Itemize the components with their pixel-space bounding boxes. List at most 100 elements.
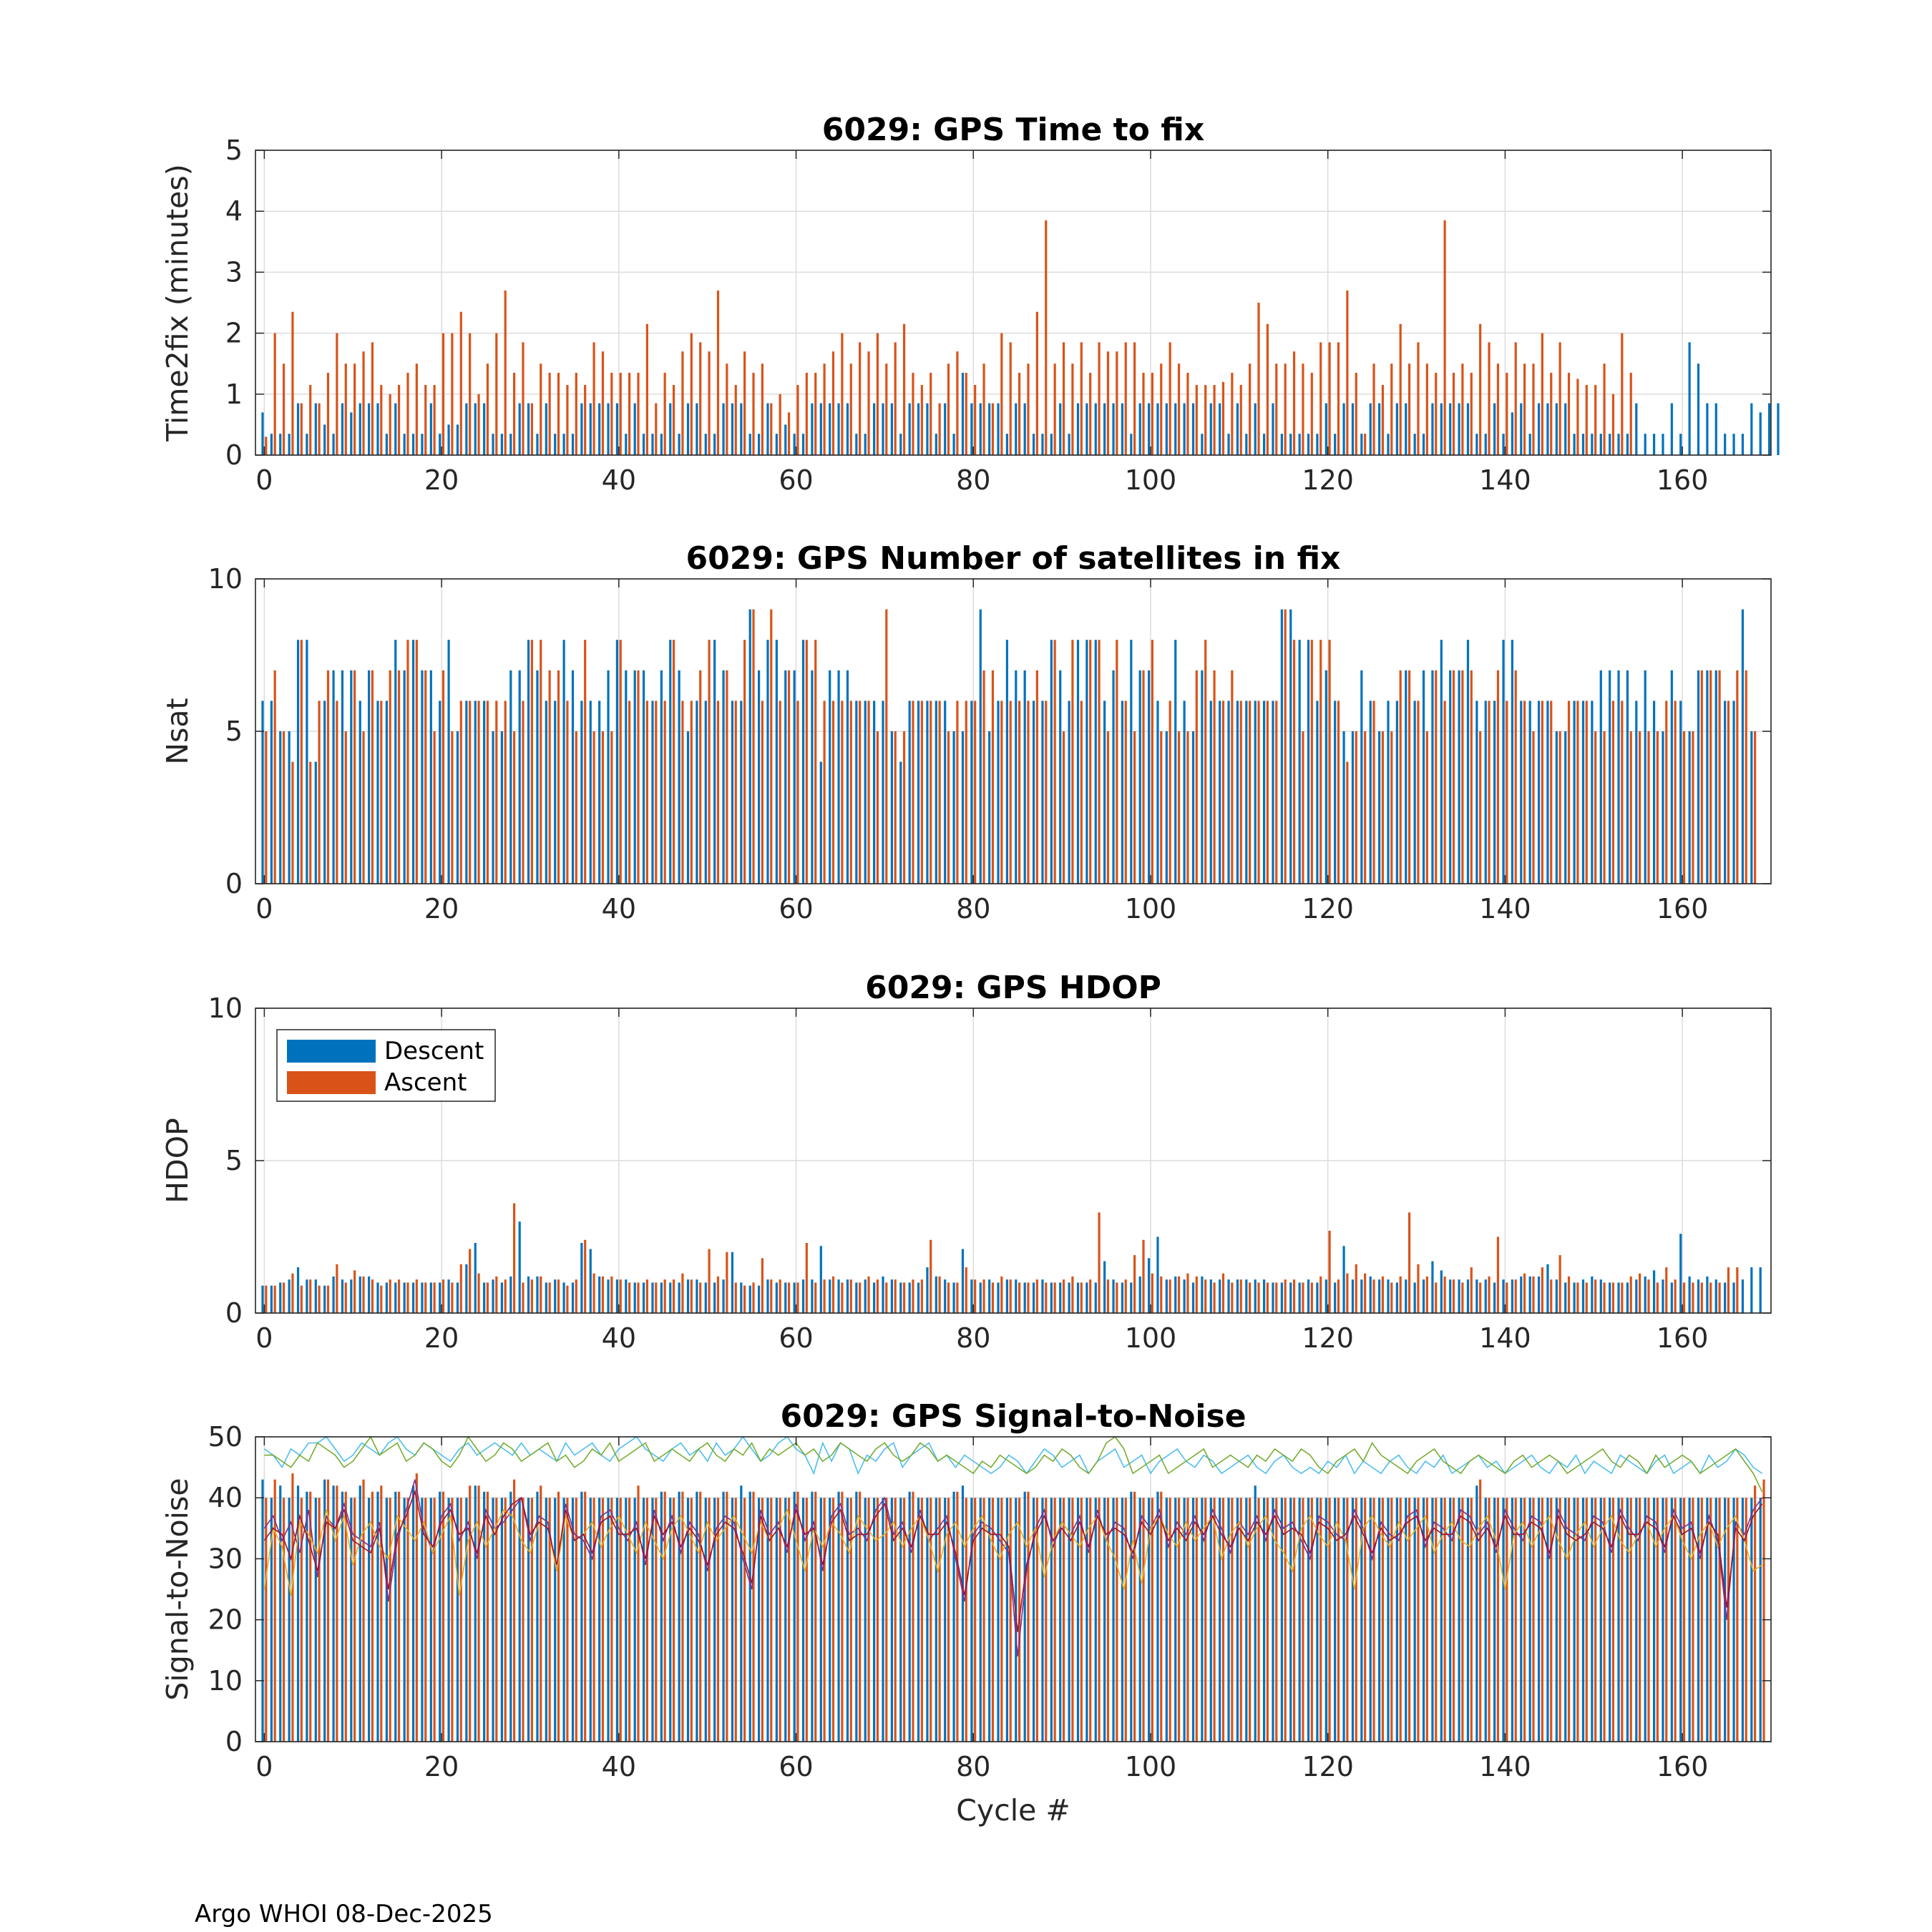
bar-descent (1254, 1279, 1257, 1313)
bar-descent (1121, 1498, 1124, 1742)
bar-descent (1741, 609, 1745, 884)
bar-ascent (761, 364, 763, 455)
bar-ascent (805, 372, 808, 455)
y-tick-label: 30 (208, 1543, 243, 1574)
bar-descent (1289, 434, 1292, 455)
bar-ascent (708, 1249, 711, 1313)
bar-descent (1050, 1282, 1053, 1313)
bar-ascent (1249, 364, 1252, 455)
bar-ascent (1231, 372, 1234, 455)
bar-descent (554, 434, 557, 455)
bar-descent (580, 701, 583, 884)
bar-descent (554, 701, 557, 884)
bar-descent (1413, 434, 1416, 455)
bar-ascent (592, 731, 595, 884)
legend-label-ascent: Ascent (384, 1068, 467, 1097)
bar-ascent (415, 1279, 418, 1313)
bar-descent (527, 640, 530, 884)
bar-ascent (1461, 364, 1464, 455)
bar-ascent (1417, 342, 1420, 455)
bar-ascent (1221, 381, 1225, 455)
bar-ascent (1417, 1498, 1420, 1742)
chart-panel-1: 0 20 40 60 80 100 120 140 160 0 1 2 3 4 5 6029: GPS Tim… (160, 112, 1780, 496)
bar-ascent (530, 1279, 533, 1313)
bar-ascent (1364, 434, 1367, 455)
bar-descent (447, 1279, 450, 1313)
bar-descent (1156, 1491, 1159, 1742)
bar-descent (696, 1491, 698, 1742)
bar-ascent (902, 1282, 906, 1313)
bar-ascent (371, 1279, 374, 1313)
bar-ascent (841, 333, 844, 455)
bar-ascent (504, 290, 507, 455)
snr-line-min-asc (263, 1508, 1763, 1596)
bar-descent (1351, 1279, 1355, 1313)
bar-ascent (1266, 1498, 1269, 1742)
bar-ascent (982, 1498, 985, 1742)
bar-ascent (1576, 1282, 1579, 1313)
bar-descent (1759, 1267, 1762, 1313)
bar-descent (864, 701, 867, 884)
bar-ascent (1142, 1239, 1145, 1313)
bar-ascent (1700, 1282, 1703, 1313)
bar-ascent (902, 1498, 906, 1742)
bar-descent (997, 403, 1000, 455)
bar-ascent (1488, 1276, 1491, 1313)
bar-descent (1191, 403, 1195, 455)
bar-ascent (575, 1279, 577, 1313)
bar-descent (1688, 342, 1691, 455)
bar-ascent (1603, 731, 1606, 884)
bar-descent (1360, 670, 1363, 884)
bar-descent (509, 1276, 512, 1313)
bar-ascent (469, 1249, 472, 1313)
bar-ascent (1506, 372, 1508, 455)
bar-descent (1626, 1282, 1629, 1313)
bar-descent (403, 434, 406, 455)
x-tick-label: 100 (1125, 893, 1177, 924)
bar-descent (926, 1267, 929, 1313)
bar-descent (571, 434, 575, 455)
bar-descent (607, 670, 610, 884)
bar-ascent (1169, 701, 1171, 884)
bar-ascent (1346, 1273, 1349, 1313)
bar-ascent (566, 1498, 569, 1742)
bar-descent (899, 434, 902, 455)
bar-ascent (1071, 640, 1074, 884)
bar-descent (819, 1498, 822, 1742)
bar-descent (306, 1279, 308, 1313)
bar-descent (1449, 670, 1452, 884)
bar-ascent (859, 701, 862, 884)
bar-ascent (1541, 1267, 1543, 1313)
bar-descent (1369, 403, 1372, 455)
bar-ascent (681, 1273, 684, 1313)
bar-ascent (1514, 670, 1517, 884)
bar-ascent (265, 731, 268, 884)
bar-ascent (965, 1498, 967, 1742)
bar-ascent (672, 640, 675, 884)
bar-descent (279, 731, 282, 884)
bar-ascent (655, 1282, 658, 1313)
bar-descent (899, 761, 902, 884)
bar-descent (607, 1498, 610, 1742)
bar-ascent (699, 670, 702, 884)
bar-ascent (1292, 1498, 1296, 1742)
bar-descent (1130, 1491, 1133, 1742)
bar-ascent (1745, 670, 1747, 884)
bar-ascent (415, 364, 418, 455)
x-tick-label: 20 (424, 893, 459, 924)
bar-descent (1599, 670, 1602, 884)
bar-ascent (1186, 731, 1189, 884)
bar-descent (1564, 1282, 1567, 1313)
bar-descent (1520, 1498, 1523, 1742)
bar-descent (1005, 1498, 1009, 1742)
bar-descent (801, 434, 805, 455)
bar-ascent (1098, 1498, 1101, 1742)
bar-ascent (982, 1279, 985, 1313)
bar-descent (926, 403, 929, 455)
bar-ascent (991, 403, 995, 455)
bar-descent (713, 640, 716, 884)
bar-descent (1005, 434, 1009, 455)
x-tick-label: 60 (779, 464, 813, 496)
bar-descent (1591, 1276, 1594, 1313)
bar-descent (1015, 403, 1018, 455)
